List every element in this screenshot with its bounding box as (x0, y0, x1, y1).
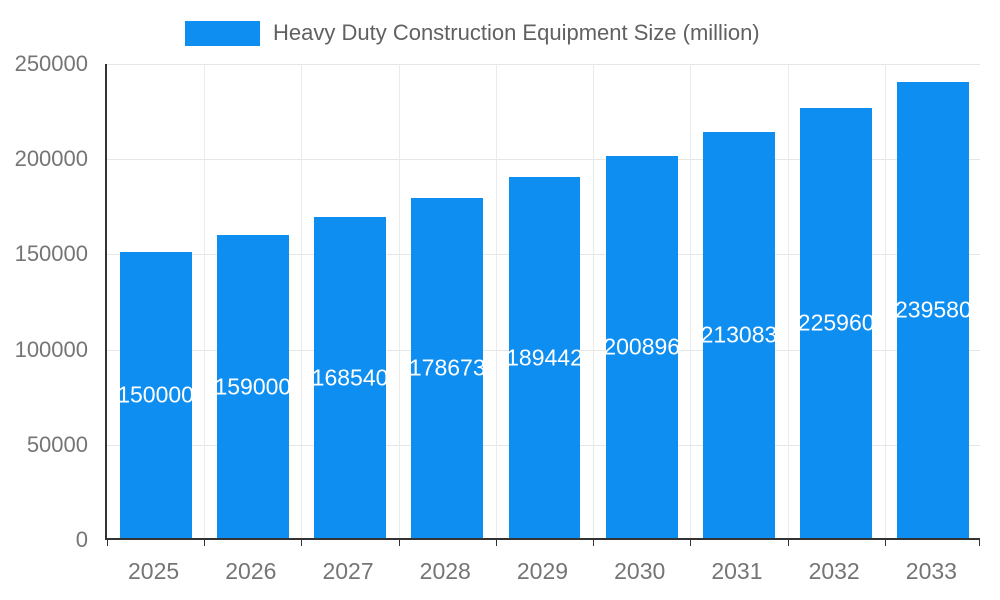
bar-value-label: 178673 (408, 354, 486, 381)
bar: 168540 (311, 217, 389, 538)
x-axis-tick (107, 540, 108, 546)
bar: 178673 (408, 197, 486, 538)
y-axis-tick-label: 150000 (14, 241, 88, 267)
x-axis-labels: 2025 2026 2027 2028 2029 2030 2031 2032 2033 (105, 552, 980, 592)
x-axis-tick (593, 540, 595, 546)
x-axis-tick (495, 540, 497, 546)
bar-value-label: 168540 (311, 364, 389, 391)
y-axis-tick-label: 100000 (14, 336, 88, 362)
x-axis-tick (398, 540, 400, 546)
x-axis-category-label: 2031 (711, 558, 763, 584)
x-axis-category-label: 2026 (225, 558, 277, 584)
x-axis-category-label: 2029 (516, 558, 569, 584)
bar-value-label: 150000 (117, 381, 194, 408)
bar: 213083 (700, 132, 778, 538)
gridline-y (107, 159, 980, 161)
x-axis-tick (787, 540, 789, 546)
chart-title: Heavy Duty Construction Equipment Size (… (273, 20, 760, 45)
x-axis-category-label: 2033 (905, 558, 957, 584)
y-axis-tick-label: 200000 (14, 146, 88, 172)
x-axis-tick (301, 540, 303, 546)
x-axis-tick (979, 540, 980, 546)
bar-value-label: 159000 (214, 373, 292, 400)
gridline-x (204, 64, 206, 538)
gridline-y (107, 64, 980, 65)
x-axis-category-label: 2027 (322, 558, 374, 584)
legend: Heavy Duty Construction Equipment Size (… (185, 20, 760, 46)
x-axis-tick (690, 540, 692, 546)
y-axis-labels: 0 50000 100000 150000 200000 250000 (0, 51, 96, 552)
x-axis-tick (204, 540, 206, 546)
bar-value-label: 225960 (797, 309, 875, 336)
bar: 150000 (117, 252, 194, 538)
bar: 239580 (895, 81, 972, 538)
bar-value-label: 200896 (603, 333, 681, 360)
gridline-x (301, 64, 303, 538)
gridline-x (787, 64, 789, 538)
x-axis-category-label: 2032 (808, 558, 860, 584)
bar-value-label: 213083 (700, 321, 778, 348)
bar: 200896 (603, 155, 681, 538)
x-axis-category-label: 2025 (128, 558, 180, 584)
x-axis-category-label: 2028 (419, 558, 471, 584)
gridline-x (593, 64, 595, 538)
bar: 225960 (797, 107, 875, 538)
y-axis-tick-label: 50000 (26, 431, 88, 457)
x-axis-category-label: 2030 (614, 558, 666, 584)
bar: 189442 (506, 177, 583, 538)
y-axis-tick-label: 0 (75, 527, 88, 552)
bar: 159000 (214, 235, 292, 538)
gridline-x (398, 64, 400, 538)
gridline-x (690, 64, 692, 538)
gridline-x (884, 64, 886, 538)
x-axis-tick (884, 540, 886, 546)
legend-swatch (185, 20, 260, 46)
plot-area: 150000 159000 168540 178673 189442 200896 2130… (105, 64, 980, 546)
gridline-x (495, 64, 497, 538)
bar-value-label: 239580 (895, 296, 972, 323)
y-axis-tick-label: 250000 (14, 51, 88, 76)
bar-value-label: 189442 (506, 344, 583, 371)
